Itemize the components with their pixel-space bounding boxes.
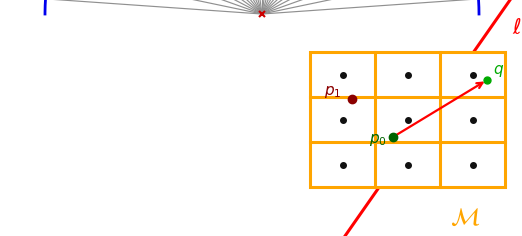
Text: $q$: $q$	[493, 63, 504, 79]
Text: $\mathcal{M}$: $\mathcal{M}$	[450, 206, 480, 230]
Text: $p_1$: $p_1$	[324, 84, 341, 100]
Bar	[310, 52, 505, 187]
Text: $\ell$: $\ell$	[512, 18, 521, 38]
Text: $p_0$: $p_0$	[369, 132, 387, 148]
